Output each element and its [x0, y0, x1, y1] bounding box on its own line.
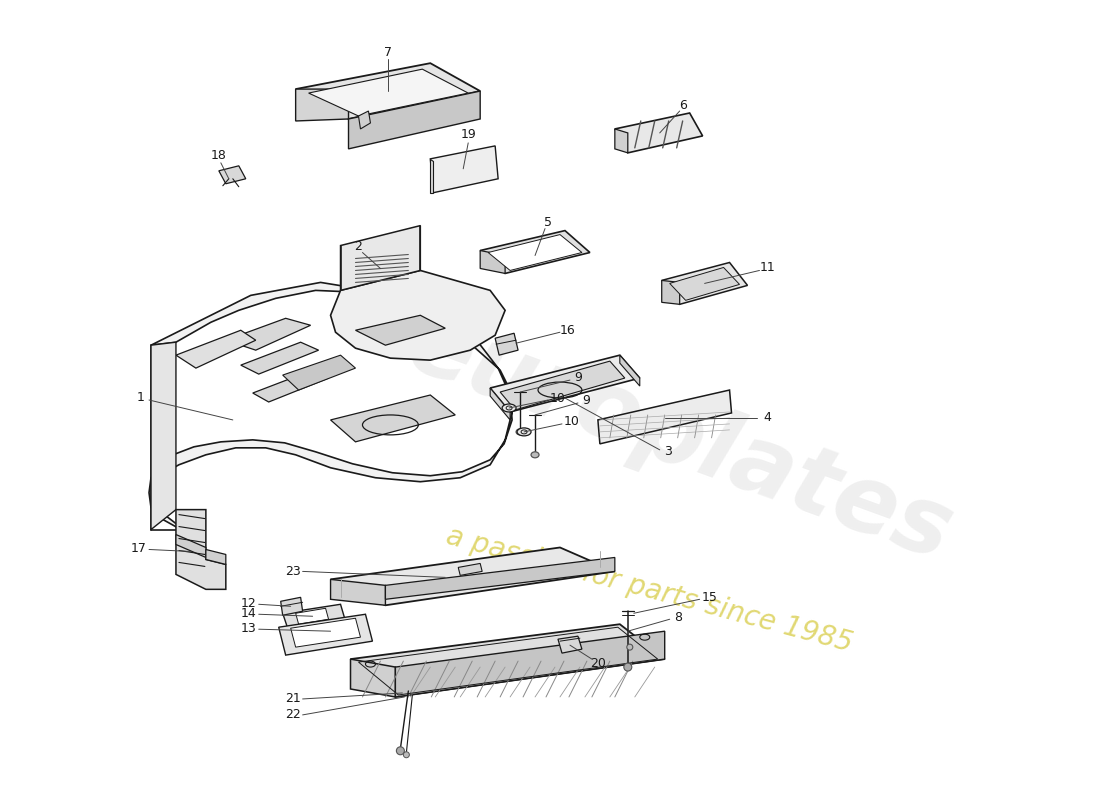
Polygon shape: [206, 550, 225, 565]
Polygon shape: [488, 234, 582, 270]
Ellipse shape: [404, 752, 409, 758]
Polygon shape: [226, 318, 310, 350]
Polygon shape: [491, 388, 510, 420]
Text: 10: 10: [550, 391, 565, 405]
Polygon shape: [176, 330, 255, 368]
Text: 17: 17: [131, 542, 147, 555]
Polygon shape: [662, 262, 748, 304]
Text: 19: 19: [460, 129, 476, 142]
Polygon shape: [430, 146, 498, 193]
Polygon shape: [351, 659, 395, 697]
Text: 5: 5: [544, 216, 552, 229]
Text: 1: 1: [138, 390, 145, 403]
Polygon shape: [283, 355, 355, 390]
Polygon shape: [481, 250, 505, 274]
Polygon shape: [491, 355, 640, 412]
Polygon shape: [615, 129, 628, 153]
Polygon shape: [176, 534, 206, 558]
Polygon shape: [349, 91, 481, 149]
Text: 11: 11: [760, 261, 775, 274]
Polygon shape: [296, 63, 481, 119]
Text: 14: 14: [241, 606, 256, 620]
Polygon shape: [219, 166, 245, 184]
Text: 20: 20: [590, 657, 606, 670]
Polygon shape: [280, 598, 302, 615]
Polygon shape: [615, 113, 703, 153]
Text: a passion for parts since 1985: a passion for parts since 1985: [443, 522, 856, 657]
Polygon shape: [385, 558, 615, 599]
Ellipse shape: [627, 644, 632, 650]
Polygon shape: [296, 608, 329, 624]
Text: 22: 22: [285, 709, 300, 722]
Polygon shape: [662, 281, 680, 304]
Polygon shape: [351, 624, 664, 697]
Polygon shape: [331, 579, 385, 606]
Polygon shape: [670, 267, 739, 300]
Text: 18: 18: [211, 150, 227, 162]
Ellipse shape: [624, 663, 631, 671]
Text: 4: 4: [763, 411, 771, 425]
Polygon shape: [598, 390, 732, 444]
Ellipse shape: [502, 404, 516, 412]
Polygon shape: [619, 355, 640, 386]
Ellipse shape: [516, 429, 524, 435]
Text: 21: 21: [285, 693, 300, 706]
Ellipse shape: [396, 746, 405, 754]
Text: 15: 15: [702, 591, 717, 604]
Text: 16: 16: [560, 324, 575, 337]
Polygon shape: [241, 342, 319, 374]
Polygon shape: [331, 270, 505, 360]
Text: 13: 13: [241, 622, 256, 634]
Polygon shape: [430, 159, 433, 193]
Polygon shape: [500, 361, 625, 410]
Polygon shape: [176, 510, 226, 590]
Polygon shape: [558, 636, 582, 653]
Polygon shape: [395, 631, 664, 697]
Text: europlates: europlates: [395, 298, 965, 581]
Polygon shape: [341, 226, 420, 290]
Ellipse shape: [517, 428, 531, 436]
Polygon shape: [355, 315, 446, 345]
Text: 8: 8: [673, 610, 682, 624]
Ellipse shape: [531, 452, 539, 458]
Polygon shape: [481, 230, 590, 274]
Polygon shape: [151, 342, 176, 530]
Text: 12: 12: [241, 597, 256, 610]
Polygon shape: [359, 111, 371, 129]
Polygon shape: [296, 89, 349, 121]
Polygon shape: [331, 547, 615, 606]
Polygon shape: [495, 334, 518, 355]
Text: 2: 2: [354, 240, 362, 253]
Polygon shape: [459, 563, 482, 575]
Text: 23: 23: [285, 565, 300, 578]
Text: 7: 7: [384, 46, 393, 58]
Polygon shape: [278, 614, 373, 655]
Polygon shape: [283, 604, 345, 631]
Text: 3: 3: [663, 446, 672, 458]
Polygon shape: [309, 69, 469, 116]
Polygon shape: [148, 282, 515, 530]
Text: 6: 6: [679, 98, 686, 111]
Polygon shape: [253, 370, 329, 402]
Text: 9: 9: [574, 370, 582, 383]
Text: 10: 10: [564, 415, 580, 429]
Polygon shape: [331, 395, 455, 442]
Text: 9: 9: [582, 394, 590, 406]
Polygon shape: [290, 618, 361, 647]
